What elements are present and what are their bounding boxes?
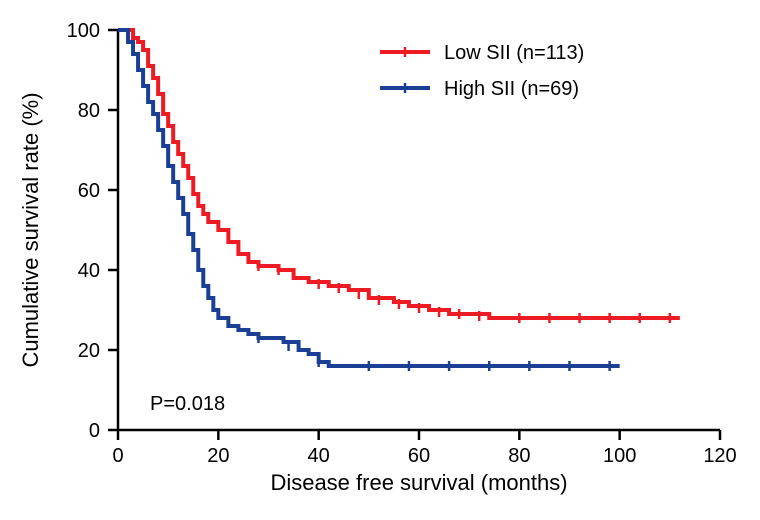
survival-chart: 0 20 40 60 80 100 120 0 20 40 60 80 100 Disease free … xyxy=(0,0,760,520)
y-tick-label: 80 xyxy=(78,100,100,122)
x-tick-label: 60 xyxy=(408,445,430,467)
y-tick-label: 20 xyxy=(78,340,100,362)
y-axis-label: Cumulative survival rate (%) xyxy=(18,92,43,367)
y-tick-label: 40 xyxy=(78,260,100,282)
x-tick-label: 20 xyxy=(207,445,229,467)
legend-label-low_sii: Low SII (n=113) xyxy=(444,42,584,64)
x-tick-label: 0 xyxy=(112,445,123,467)
legend-label-high_sii: High SII (n=69) xyxy=(444,78,579,100)
x-tick-label: 120 xyxy=(703,445,736,467)
x-tick-label: 40 xyxy=(308,445,330,467)
x-tick-label: 80 xyxy=(508,445,530,467)
x-tick-label: 100 xyxy=(603,445,636,467)
y-tick-label: 100 xyxy=(67,20,100,42)
x-axis-label: Disease free survival (months) xyxy=(270,470,567,495)
y-tick-label: 60 xyxy=(78,180,100,202)
y-tick-label: 0 xyxy=(89,420,100,442)
chart-svg: 0 20 40 60 80 100 120 0 20 40 60 80 100 Disease free … xyxy=(0,0,760,520)
p-value-label: P=0.018 xyxy=(150,393,225,415)
